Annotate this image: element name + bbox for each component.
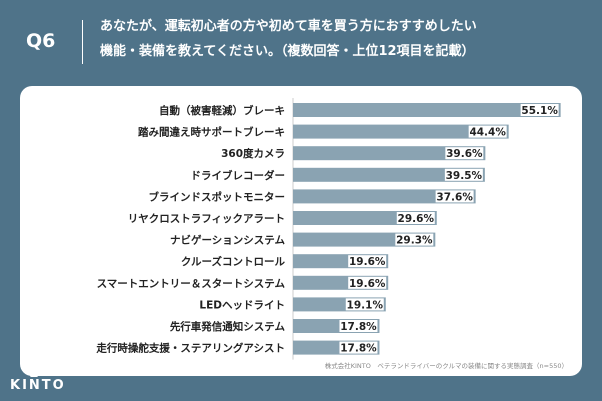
category-label: 先行車発信通知システム: [170, 320, 286, 333]
value-label: 29.6%: [398, 213, 435, 225]
question-line-1: あなたが、運転初心者の方や初めて車を買う方におすすめしたい: [100, 19, 477, 34]
bar: [293, 189, 476, 204]
category-label: リヤクロストラフィックアラート: [128, 213, 285, 225]
category-label: ナビゲーションシステム: [170, 234, 285, 247]
value-label: 44.4%: [469, 127, 506, 139]
bar: [293, 124, 509, 139]
value-label-bg: [445, 147, 484, 160]
value-label: 39.6%: [446, 148, 483, 160]
value-label-bg: [435, 190, 474, 203]
value-label: 19.6%: [349, 256, 386, 268]
value-label: 17.8%: [340, 321, 377, 333]
category-label: LEDヘッドライト: [199, 299, 285, 311]
value-label-bg: [339, 320, 378, 332]
brand-logo-accent: [30, 374, 38, 377]
value-label-bg: [348, 276, 387, 289]
value-label-bg: [348, 255, 387, 268]
value-label: 19.6%: [349, 278, 386, 290]
chart-card: 自動（被害軽減）ブレーキ 55.1% 踏み間違え時サポートブレーキ 44.4% 360度…: [20, 86, 582, 376]
value-label-bg: [444, 168, 483, 181]
value-label-bg: [339, 341, 378, 354]
value-label: 37.6%: [436, 191, 473, 203]
bar: [293, 103, 561, 117]
value-label-bg: [345, 298, 384, 311]
header: Q6 あなたが、運転初心者の方や初めて車を買う方におすすめしたい 機能・装備を教…: [0, 0, 602, 80]
bar: [293, 146, 486, 161]
bar: [293, 167, 485, 182]
source-note: 株式会社KINTO ベテランドライバーのクルマの装備に関する実態調査（n=550…: [324, 362, 568, 370]
question-text: あなたが、運転初心者の方や初めて車を買う方におすすめしたい 機能・装備を教えてく…: [100, 14, 590, 64]
category-label: スマートエントリー＆スタートシステム: [97, 278, 286, 290]
value-label-bg: [468, 125, 507, 138]
category-label: 踏み間違え時サポートブレーキ: [138, 126, 285, 139]
category-label: ブラインドスポットモニター: [149, 190, 286, 203]
brand-logo: KINTO: [10, 378, 66, 393]
value-label: 29.3%: [396, 235, 433, 247]
bar-chart: 自動（被害軽減）ブレーキ 55.1% 踏み間違え時サポートブレーキ 44.4% 360度…: [95, 98, 561, 360]
value-label: 17.8%: [340, 343, 377, 355]
category-label: 360度カメラ: [221, 147, 285, 160]
value-label-bg: [520, 104, 559, 116]
question-line-2: 機能・装備を教えてください。（複数回答・上位12項目を記載）: [100, 44, 475, 59]
value-label-bg: [395, 233, 434, 246]
category-label: 走行時操舵支援・ステアリングアシスト: [95, 342, 285, 355]
header-divider: [82, 20, 83, 64]
value-label: 39.5%: [446, 170, 483, 182]
value-label: 55.1%: [521, 105, 558, 117]
value-label-bg: [396, 212, 435, 224]
question-label: Q6: [26, 30, 56, 52]
value-label: 19.1%: [347, 299, 384, 311]
category-label: 自動（被害軽減）ブレーキ: [159, 104, 285, 117]
category-label: クルーズコントロール: [181, 255, 286, 268]
category-label: ドライブレコーダー: [191, 169, 286, 182]
